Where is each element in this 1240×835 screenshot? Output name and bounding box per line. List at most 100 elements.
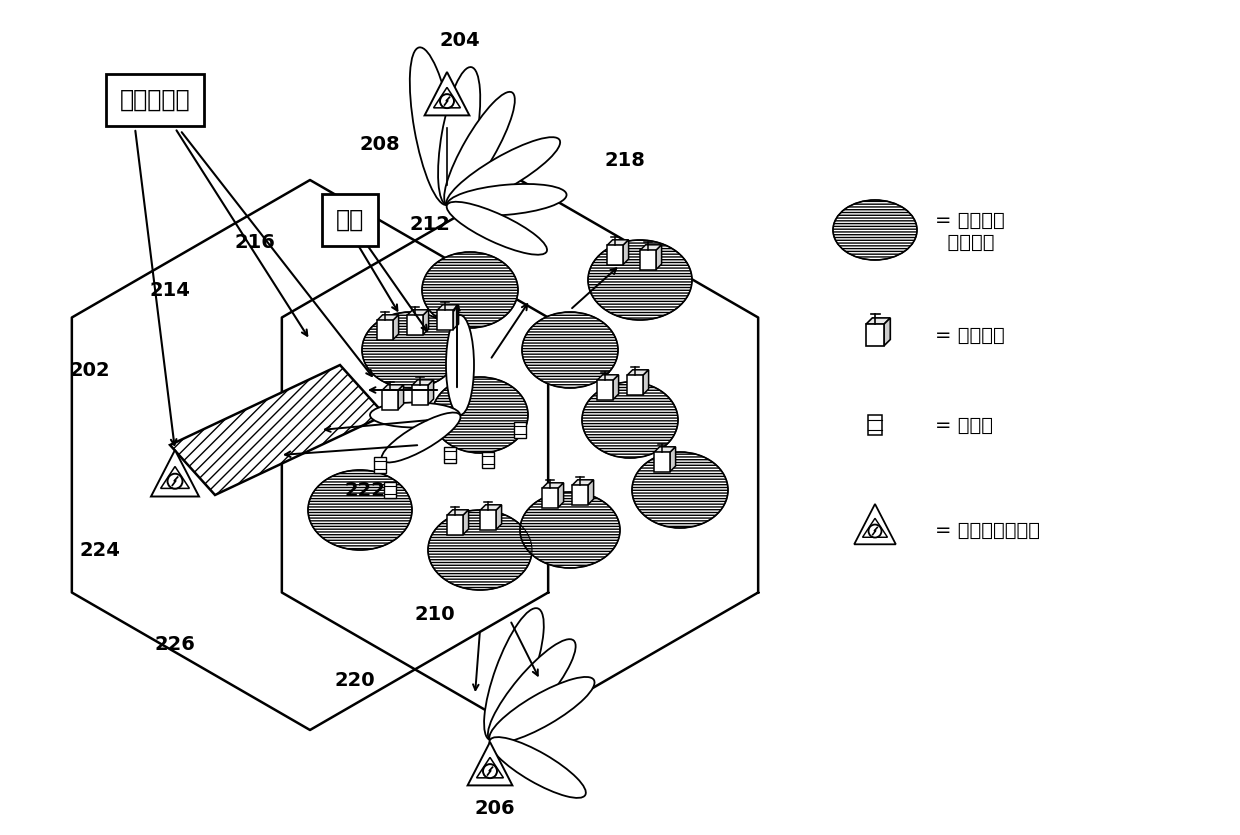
- Polygon shape: [558, 483, 564, 508]
- Ellipse shape: [490, 677, 594, 743]
- Polygon shape: [608, 240, 629, 245]
- Polygon shape: [670, 447, 676, 472]
- Text: 202: 202: [69, 361, 110, 379]
- Text: 224: 224: [79, 540, 120, 559]
- Bar: [384, 482, 396, 498]
- Ellipse shape: [490, 737, 585, 798]
- Bar: [446, 515, 463, 534]
- Polygon shape: [151, 450, 198, 497]
- Bar: [608, 245, 622, 265]
- Polygon shape: [407, 310, 429, 316]
- Text: 时间上正交: 时间上正交: [120, 88, 190, 112]
- Text: 218: 218: [605, 150, 646, 170]
- Ellipse shape: [444, 92, 515, 205]
- Polygon shape: [423, 310, 429, 335]
- Polygon shape: [436, 305, 459, 311]
- Bar: [436, 311, 453, 330]
- Bar: [868, 415, 882, 435]
- Text: 204: 204: [440, 31, 480, 49]
- Ellipse shape: [428, 510, 532, 590]
- Polygon shape: [453, 305, 459, 330]
- Text: 212: 212: [409, 215, 450, 235]
- Text: 214: 214: [150, 281, 191, 300]
- Polygon shape: [653, 447, 676, 453]
- Polygon shape: [588, 480, 594, 504]
- Circle shape: [868, 524, 882, 538]
- Polygon shape: [463, 510, 469, 534]
- Ellipse shape: [833, 200, 918, 260]
- Polygon shape: [542, 483, 564, 488]
- Polygon shape: [480, 505, 502, 510]
- Circle shape: [440, 94, 454, 108]
- Text: 206: 206: [475, 798, 516, 817]
- Ellipse shape: [409, 48, 456, 205]
- Bar: [374, 457, 386, 473]
- Ellipse shape: [432, 377, 528, 453]
- Ellipse shape: [588, 240, 692, 320]
- Ellipse shape: [487, 639, 575, 741]
- Ellipse shape: [446, 315, 474, 415]
- Ellipse shape: [308, 470, 412, 550]
- Circle shape: [167, 473, 182, 488]
- Ellipse shape: [582, 382, 678, 458]
- Ellipse shape: [446, 184, 567, 215]
- Bar: [866, 324, 884, 346]
- Text: 208: 208: [360, 135, 401, 154]
- Text: 222: 222: [345, 480, 386, 499]
- Bar: [444, 447, 456, 463]
- Circle shape: [484, 764, 497, 778]
- Text: 210: 210: [414, 605, 455, 625]
- Polygon shape: [467, 742, 512, 786]
- Polygon shape: [170, 365, 384, 495]
- Polygon shape: [884, 318, 890, 346]
- Bar: [407, 316, 423, 335]
- Polygon shape: [424, 72, 470, 115]
- Ellipse shape: [382, 412, 460, 463]
- Polygon shape: [382, 385, 403, 391]
- Text: 覆盖范围: 覆盖范围: [935, 232, 994, 251]
- Bar: [542, 488, 558, 508]
- Text: = 移动站: = 移动站: [935, 416, 993, 434]
- Ellipse shape: [632, 452, 728, 528]
- Ellipse shape: [446, 137, 560, 208]
- Polygon shape: [572, 480, 594, 485]
- Ellipse shape: [484, 608, 544, 741]
- Bar: [377, 321, 393, 340]
- Polygon shape: [377, 315, 398, 321]
- Polygon shape: [622, 240, 629, 265]
- Polygon shape: [644, 370, 649, 395]
- Bar: [382, 391, 398, 410]
- Bar: [515, 422, 526, 438]
- Bar: [640, 250, 656, 270]
- Ellipse shape: [370, 402, 460, 428]
- Polygon shape: [428, 380, 434, 405]
- Bar: [482, 452, 494, 468]
- Polygon shape: [496, 505, 502, 529]
- Polygon shape: [854, 504, 895, 544]
- Text: = 中继节点: = 中继节点: [935, 326, 1004, 345]
- Polygon shape: [866, 318, 890, 324]
- Polygon shape: [613, 375, 619, 400]
- Text: = 中继节点: = 中继节点: [935, 210, 1004, 230]
- Ellipse shape: [422, 252, 518, 328]
- Ellipse shape: [362, 312, 458, 388]
- Bar: [480, 510, 496, 529]
- Bar: [572, 485, 588, 504]
- Bar: [653, 453, 670, 472]
- Polygon shape: [446, 510, 469, 515]
- Polygon shape: [393, 315, 398, 340]
- Bar: [412, 386, 428, 405]
- Text: 216: 216: [234, 234, 275, 252]
- Polygon shape: [596, 375, 619, 381]
- Bar: [596, 381, 613, 400]
- Ellipse shape: [438, 67, 480, 205]
- Bar: [627, 376, 644, 395]
- Ellipse shape: [446, 202, 547, 255]
- Polygon shape: [627, 370, 649, 376]
- Polygon shape: [656, 245, 662, 270]
- Polygon shape: [398, 385, 403, 410]
- Text: = 施主宏小区基站: = 施主宏小区基站: [935, 520, 1040, 539]
- Ellipse shape: [522, 312, 618, 388]
- Text: 干扰: 干扰: [336, 208, 365, 232]
- Polygon shape: [640, 245, 662, 250]
